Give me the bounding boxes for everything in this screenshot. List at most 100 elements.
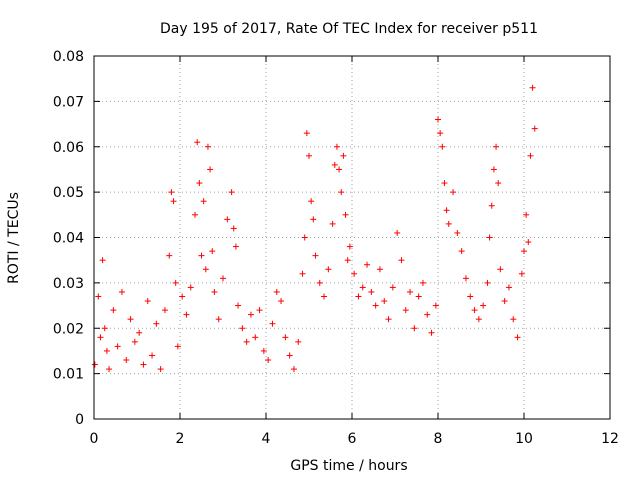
data-point (194, 139, 201, 146)
data-point (198, 252, 205, 259)
y-tick-label: 0 (75, 412, 84, 428)
data-point (161, 307, 168, 314)
data-point (168, 189, 175, 196)
data-point (303, 130, 310, 137)
data-point (215, 316, 222, 323)
data-point (149, 352, 156, 359)
data-point (501, 298, 508, 305)
data-point (450, 189, 457, 196)
data-point (389, 284, 396, 291)
data-point (346, 243, 353, 250)
data-point (355, 293, 362, 300)
data-point (340, 152, 347, 159)
y-tick-labels: 0 0.01 0.02 0.03 0.04 0.05 0.06 0.07 0.08 (53, 49, 84, 428)
x-tick-label: 8 (434, 431, 443, 447)
data-point (299, 270, 306, 277)
data-point (127, 316, 134, 323)
data-point (419, 279, 426, 286)
x-tick-labels: 0 2 4 6 8 10 12 (90, 431, 619, 447)
data-point (273, 288, 280, 295)
data-point (174, 343, 181, 350)
data-point (407, 288, 414, 295)
data-point (462, 275, 469, 282)
data-point (486, 234, 493, 241)
data-point (99, 257, 106, 264)
data-point (505, 284, 512, 291)
data-point (306, 152, 312, 159)
data-point (415, 293, 422, 300)
data-point (351, 270, 358, 277)
data-point (144, 298, 151, 305)
data-point (220, 275, 226, 282)
x-tick-label: 12 (601, 431, 619, 447)
data-point (336, 166, 343, 173)
data-point (454, 229, 461, 236)
data-point (342, 211, 349, 218)
data-point (278, 298, 285, 305)
data-point (224, 216, 231, 223)
data-point (136, 329, 143, 336)
data-point (531, 125, 538, 132)
data-point (123, 357, 130, 364)
y-tick-label: 0.03 (53, 276, 84, 292)
data-point (207, 166, 214, 173)
data-point (514, 334, 521, 341)
y-tick-label: 0.02 (53, 321, 84, 337)
data-point (131, 338, 138, 345)
data-point (118, 288, 125, 295)
data-point (170, 198, 177, 205)
data-point (510, 316, 517, 323)
data-point (521, 248, 527, 255)
data-point (256, 307, 263, 314)
data-point (179, 293, 186, 300)
data-point (493, 143, 500, 150)
data-point (484, 279, 491, 286)
data-point (114, 343, 121, 350)
y-tick-label: 0.07 (53, 94, 84, 110)
data-point (316, 279, 323, 286)
data-point (437, 130, 444, 137)
data-point (321, 293, 328, 300)
data-point (110, 307, 117, 314)
data-point (529, 84, 536, 91)
data-point (196, 180, 203, 187)
data-point (333, 143, 340, 150)
data-point (282, 334, 289, 341)
data-point (445, 220, 452, 227)
data-point (435, 116, 441, 123)
plot-frame (93, 55, 611, 420)
data-point (232, 243, 239, 250)
y-tick-label: 0.06 (53, 140, 84, 156)
data-point (376, 266, 383, 273)
data-point (211, 288, 218, 295)
data-point (525, 239, 532, 246)
y-tick-label: 0.05 (53, 185, 84, 201)
data-point (252, 334, 259, 341)
x-tick-label: 10 (515, 431, 533, 447)
data-point (432, 302, 439, 309)
data-point (424, 311, 431, 318)
data-point (439, 143, 446, 150)
data-point (166, 252, 173, 259)
data-point (202, 266, 209, 273)
data-point (398, 257, 405, 264)
data-point (372, 302, 379, 309)
data-point (308, 198, 315, 205)
data-point (243, 338, 250, 345)
data-point (368, 288, 375, 295)
data-point (480, 302, 487, 309)
data-point (475, 316, 482, 323)
data-point (204, 143, 211, 150)
data-point (325, 266, 332, 273)
data-point (488, 202, 495, 209)
x-tick-label: 0 (90, 431, 99, 447)
data-point (331, 161, 338, 168)
data-point (239, 325, 246, 332)
data-point (183, 311, 190, 318)
data-point (91, 361, 98, 368)
data-point (153, 320, 160, 327)
data-point (411, 325, 418, 332)
data-point (157, 366, 164, 373)
data-point (428, 329, 435, 336)
